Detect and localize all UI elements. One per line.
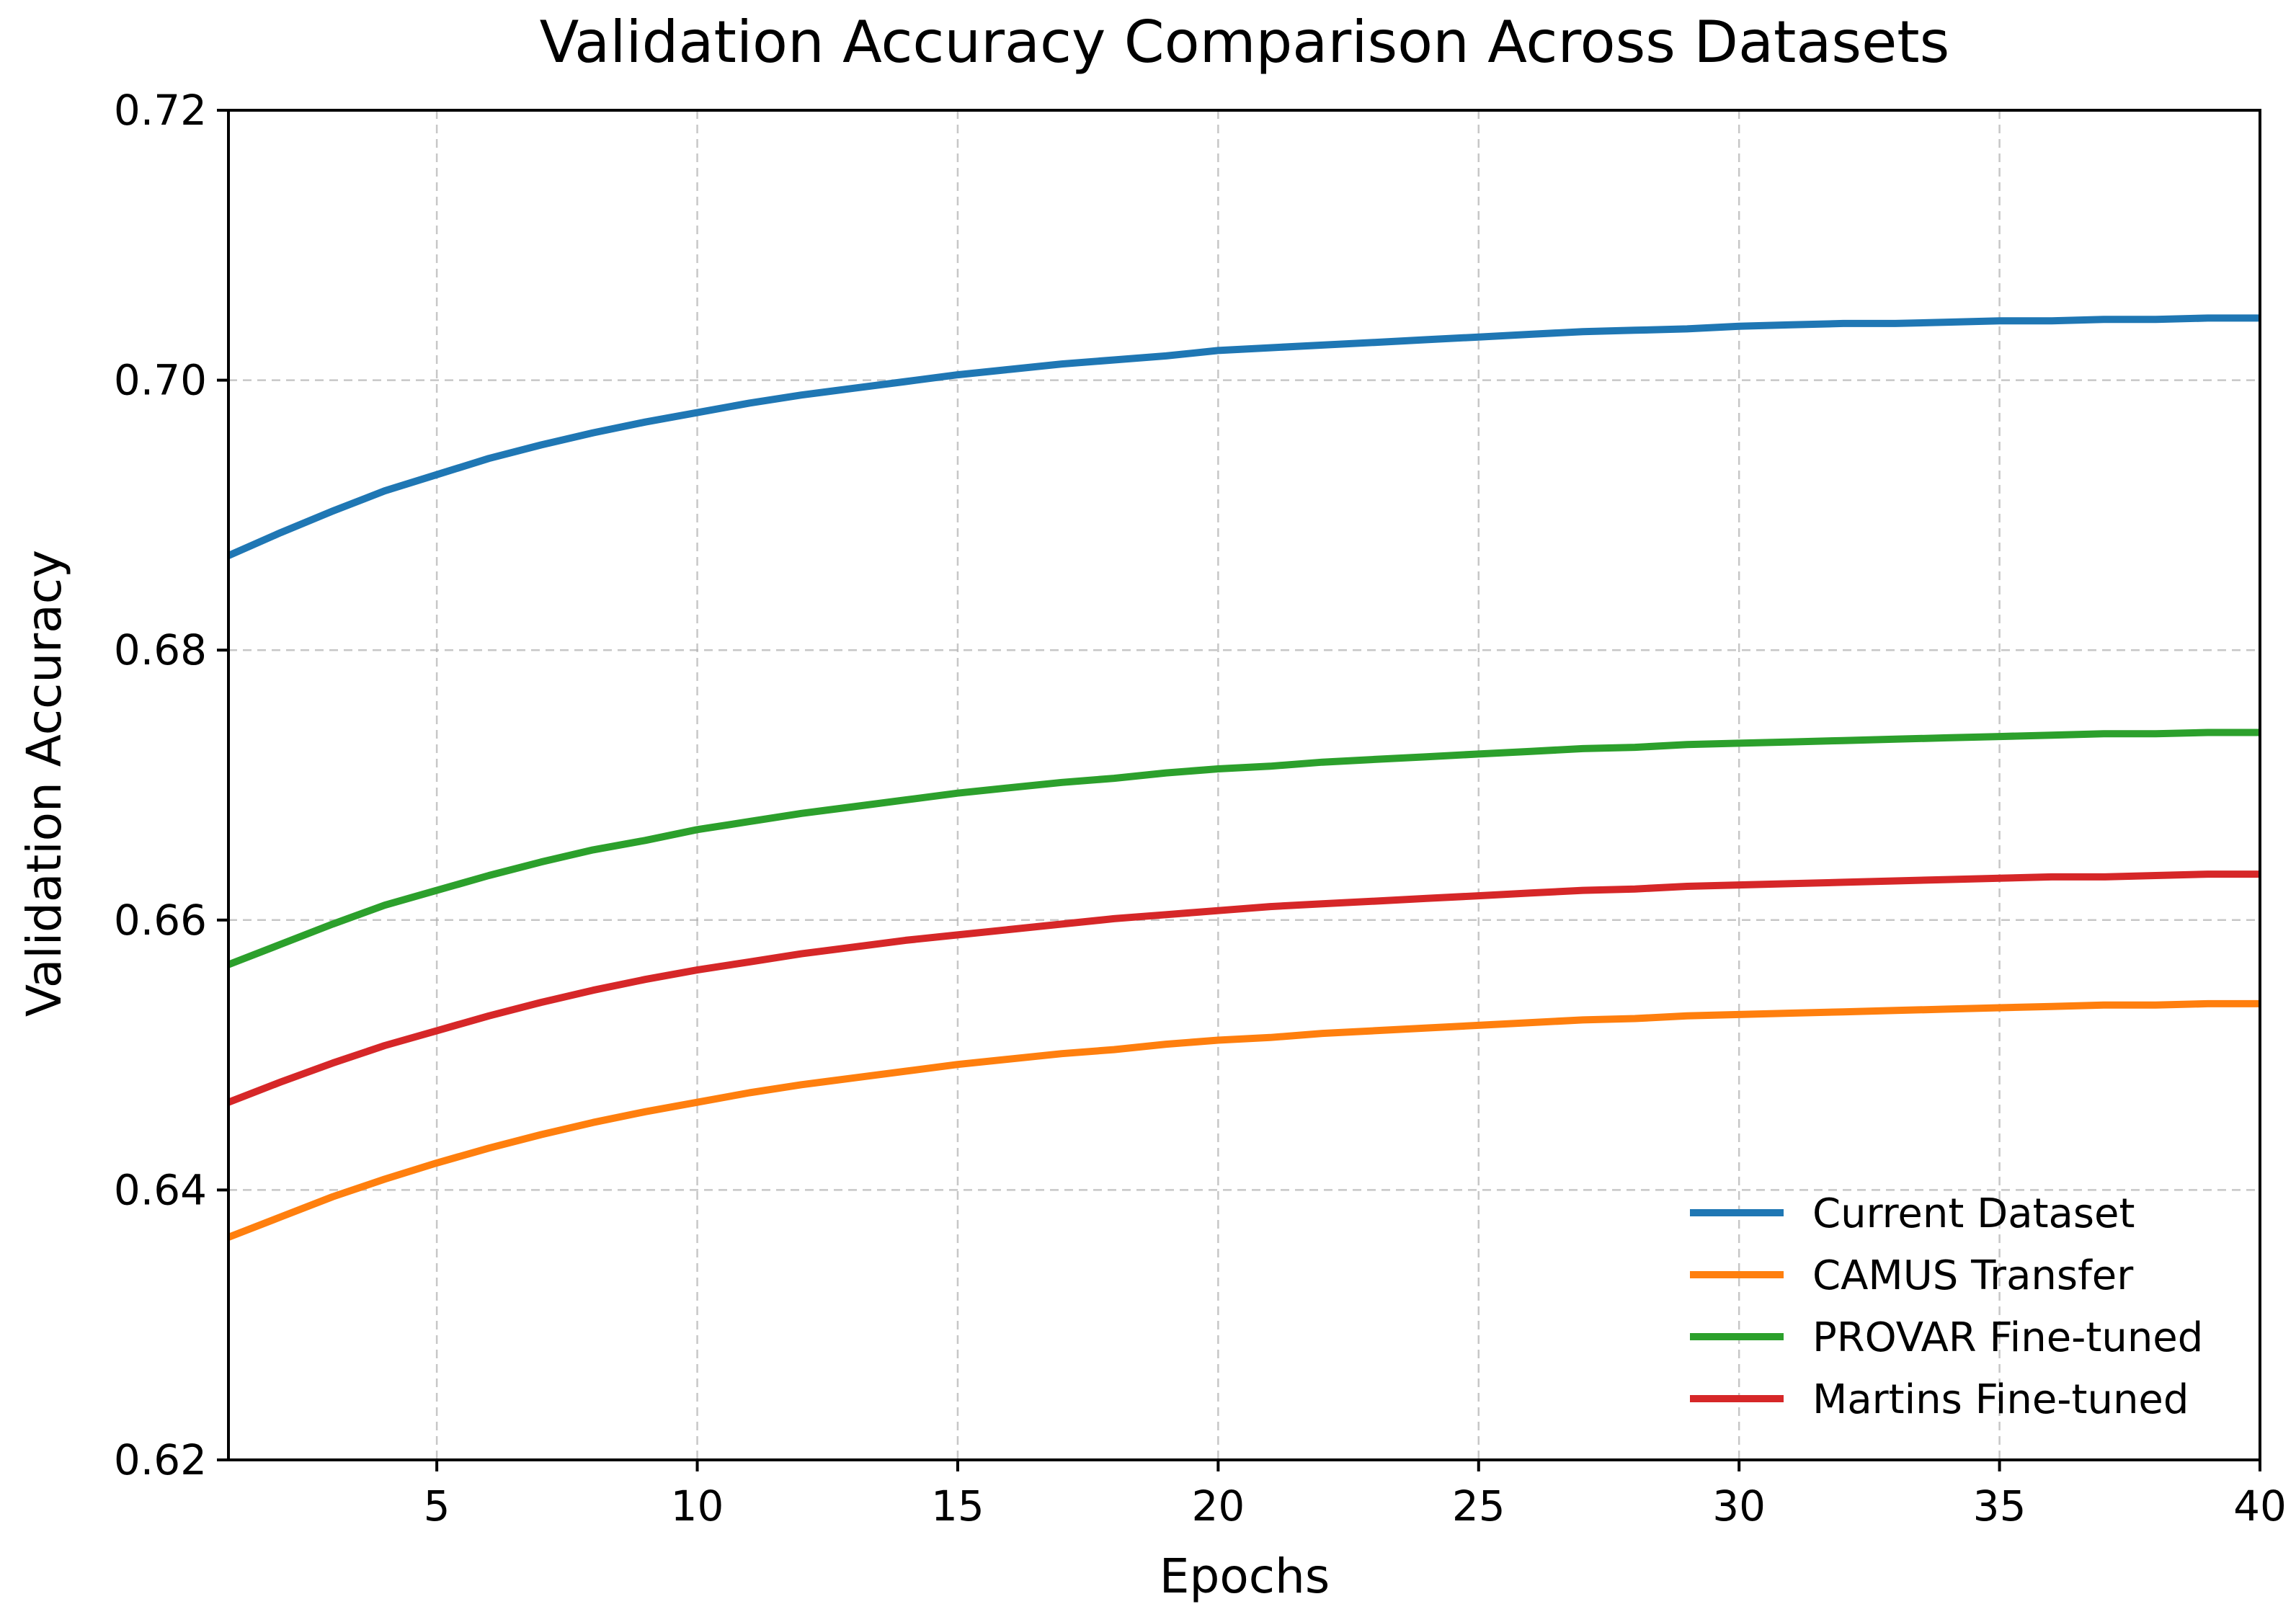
x-tick-label: 25 xyxy=(1452,1482,1505,1531)
y-tick-label: 0.68 xyxy=(114,625,207,674)
series-line-3 xyxy=(227,870,2260,1106)
plot-frame xyxy=(227,109,2261,1461)
y-tick-label: 0.70 xyxy=(114,356,207,405)
y-axis-ticks: 0.62 0.64 0.66 0.68 0.70 0.72 xyxy=(114,86,228,1484)
y-tick-label: 0.62 xyxy=(114,1435,207,1484)
x-axis-label: Epochs xyxy=(1160,1549,1330,1604)
x-tick-label: 20 xyxy=(1191,1482,1245,1531)
series-line-1 xyxy=(227,999,2260,1241)
series-lines xyxy=(226,314,2260,1241)
y-axis-label: Validation Accuracy xyxy=(17,550,72,1017)
series-line-0 xyxy=(226,314,2260,559)
y-tick-label: 0.64 xyxy=(114,1165,207,1214)
y-tick-label: 0.66 xyxy=(114,896,207,945)
legend-label: Current Dataset xyxy=(1812,1190,2135,1237)
x-tick-label: 40 xyxy=(2233,1482,2287,1531)
legend-label: PROVAR Fine-tuned xyxy=(1812,1314,2203,1361)
series-line-2 xyxy=(227,729,2260,968)
chart-title: Validation Accuracy Comparison Across Da… xyxy=(540,9,1950,76)
x-axis-ticks: 5 10 15 20 25 30 35 40 xyxy=(424,1460,2287,1531)
legend-label: CAMUS Transfer xyxy=(1812,1252,2134,1299)
y-tick-label: 0.72 xyxy=(114,86,207,135)
x-tick-label: 15 xyxy=(931,1482,984,1531)
x-tick-label: 35 xyxy=(1973,1482,2026,1531)
legend-label: Martins Fine-tuned xyxy=(1812,1376,2189,1423)
x-tick-label: 5 xyxy=(424,1482,450,1531)
legend: Current Dataset CAMUS Transfer PROVAR Fine… xyxy=(1690,1190,2203,1423)
x-tick-label: 30 xyxy=(1712,1482,1766,1531)
x-tick-label: 10 xyxy=(671,1482,724,1531)
